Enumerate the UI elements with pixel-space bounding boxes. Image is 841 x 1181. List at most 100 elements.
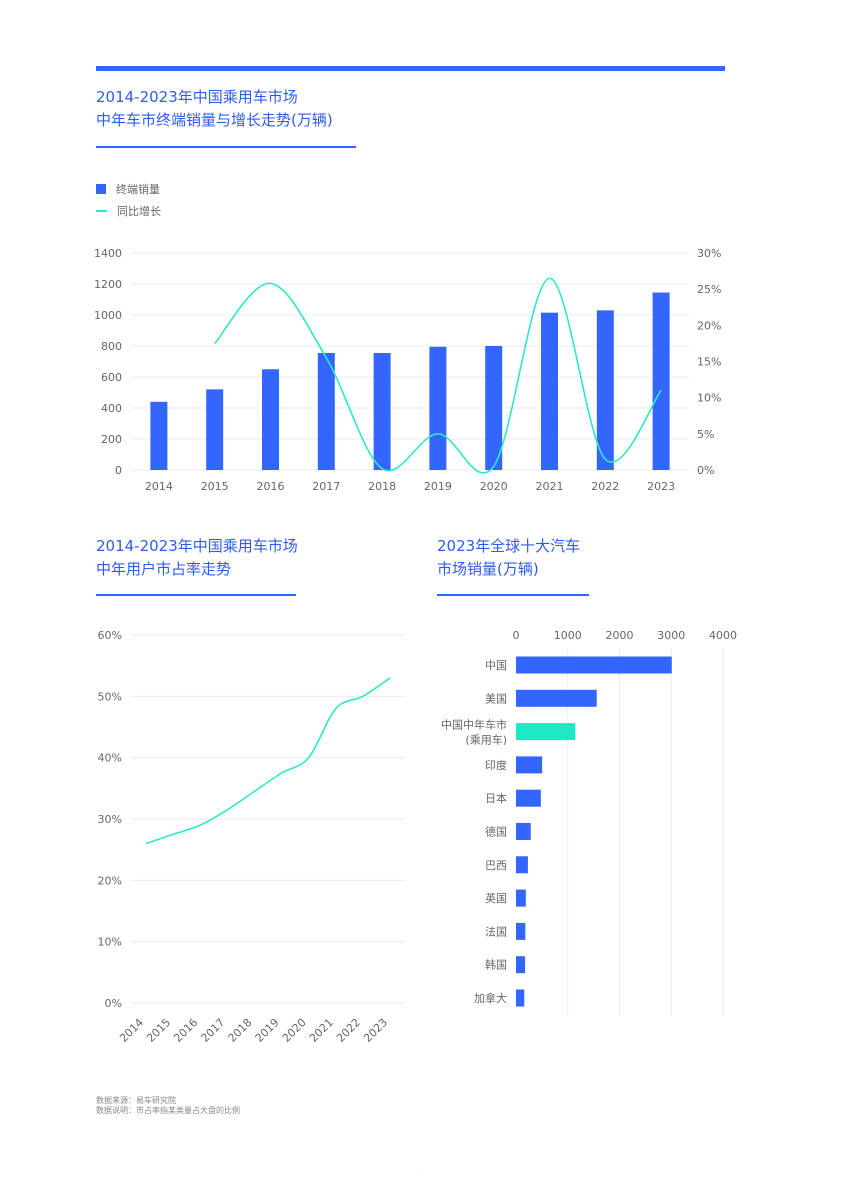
chart1-title: 2014-2023年中国乘用车市场 中年车市终端销量与增长走势(万辆) <box>96 86 333 132</box>
chart1-bar <box>652 292 670 470</box>
chart1-y2tick-label: 0% <box>697 464 714 477</box>
top-accent-bar <box>96 66 725 71</box>
chart1-xtick-label: 2019 <box>424 480 452 493</box>
chart3-bar <box>516 823 531 840</box>
legend-bar-swatch <box>96 184 106 194</box>
chart1-y2tick-label: 15% <box>697 356 721 369</box>
chart1-title-line1: 2014-2023年中国乘用车市场 <box>96 88 298 106</box>
chart3-xtick-label: 1000 <box>554 629 582 642</box>
chart1-legend: 终端销量 同比增长 <box>96 178 161 222</box>
chart2-ytick-label: 10% <box>98 936 122 949</box>
chart2-xtick-label: 2019 <box>253 1016 282 1045</box>
legend-label-growth: 同比增长 <box>117 205 161 218</box>
chart1-y2tick-label: 5% <box>697 428 714 441</box>
page-dot: · <box>419 1168 421 1175</box>
chart1-bar <box>596 310 614 470</box>
chart1-y2tick-label: 25% <box>697 283 721 296</box>
chart3-category-label: 德国 <box>485 825 507 839</box>
chart2-ytick-label: 40% <box>98 752 122 765</box>
chart1-bar <box>541 312 558 470</box>
chart3-bar <box>516 889 526 907</box>
chart2-title-underline <box>96 594 296 596</box>
chart1-ytick-label: 1200 <box>94 278 122 291</box>
chart3-category-label: 英国 <box>485 891 507 905</box>
chart3-bar <box>516 723 576 741</box>
chart3-bar <box>516 989 525 1007</box>
chart3-xtick-label: 2000 <box>606 629 634 642</box>
chart3-bar <box>516 689 597 707</box>
chart1-xtick-label: 2016 <box>257 480 285 493</box>
chart1-bar <box>150 401 168 470</box>
chart1-ytick-label: 0 <box>115 464 122 477</box>
chart3-category-label: 巴西 <box>485 859 507 872</box>
chart1-xtick-label: 2022 <box>591 480 619 493</box>
chart3-category-label: 中国中年车市 <box>441 718 507 732</box>
chart2-ytick-label: 30% <box>98 813 122 826</box>
chart3-category-label: 韩国 <box>485 958 507 972</box>
chart3-title-line1: 2023年全球十大汽车 <box>437 537 581 555</box>
chart1-ytick-label: 200 <box>101 433 122 446</box>
chart3-category-label: 日本 <box>485 791 507 805</box>
chart1-xtick-label: 2014 <box>145 480 173 493</box>
chart3-category-label: 美国 <box>485 692 507 705</box>
chart1-bar <box>206 389 224 470</box>
chart3-title-line2: 市场销量(万辆) <box>437 560 539 578</box>
chart1-bar <box>317 352 335 470</box>
chart3-category-label: 法国 <box>485 924 507 938</box>
chart3-title: 2023年全球十大汽车 市场销量(万辆) <box>437 535 580 581</box>
chart3-bar <box>516 922 526 940</box>
chart1-xtick-label: 2023 <box>647 480 675 493</box>
chart2-xtick-label: 2014 <box>117 1016 146 1045</box>
chart3-category-label: 印度 <box>485 758 507 772</box>
chart2-ytick-label: 0% <box>105 997 122 1010</box>
chart1-xtick-label: 2020 <box>480 480 508 493</box>
chart1-ytick-label: 400 <box>101 402 122 415</box>
chart1-bar <box>429 346 447 470</box>
footer-notes: 数据来源：易车研究院 数据说明：市占率指某类量占大盘的比例 <box>96 1096 240 1116</box>
chart2-share-line <box>145 677 391 845</box>
chart1-y2tick-label: 30% <box>697 247 721 260</box>
legend-item-sales: 终端销量 <box>96 178 161 200</box>
footer-note: 数据说明：市占率指某类量占大盘的比例 <box>96 1106 240 1115</box>
chart2-title-line1: 2014-2023年中国乘用车市场 <box>96 537 298 555</box>
chart1-ytick-label: 1000 <box>94 309 122 322</box>
chart3-bar <box>516 789 541 807</box>
chart3-category-label: (乘用车) <box>465 733 507 747</box>
chart2-xtick-label: 2018 <box>226 1016 255 1045</box>
chart2-title-line2: 中年用户市占率走势 <box>96 560 232 578</box>
chart3-category-label: 加拿大 <box>474 991 507 1005</box>
chart1-title-underline <box>96 146 356 148</box>
chart3-bar <box>516 856 528 874</box>
chart2-xtick-label: 2015 <box>144 1016 173 1045</box>
chart3-bar <box>516 956 526 974</box>
chart1-ytick-label: 800 <box>101 340 122 353</box>
chart1-xtick-label: 2017 <box>312 480 340 493</box>
chart1-ytick-label: 600 <box>101 371 122 384</box>
chart1-bar <box>373 352 391 470</box>
chart1-growth-line <box>214 277 662 474</box>
chart1-xtick-label: 2015 <box>201 480 229 493</box>
chart2-xtick-label: 2020 <box>280 1016 309 1045</box>
chart2-xtick-label: 2022 <box>334 1016 363 1045</box>
chart2-ytick-label: 20% <box>98 874 122 887</box>
chart1-xtick-label: 2021 <box>536 480 564 493</box>
chart3-xtick-label: 3000 <box>657 629 685 642</box>
legend-item-growth: 同比增长 <box>96 200 161 222</box>
chart3-xtick-label: 4000 <box>709 629 737 642</box>
chart1-title-line2: 中年车市终端销量与增长走势(万辆) <box>96 111 333 129</box>
chart3-title-underline <box>437 594 589 596</box>
chart1-bar <box>262 369 279 470</box>
chart2-xtick-label: 2023 <box>361 1016 390 1045</box>
chart1-ytick-label: 1400 <box>94 247 122 260</box>
chart3-category-label: 中国 <box>485 659 507 672</box>
chart3-bar <box>516 756 543 774</box>
chart1-xtick-label: 2018 <box>368 480 396 493</box>
footer-source: 数据来源：易车研究院 <box>96 1096 176 1105</box>
chart2-ytick-label: 60% <box>98 629 122 642</box>
legend-label-sales: 终端销量 <box>116 183 160 196</box>
chart2-xtick-label: 2016 <box>171 1016 200 1045</box>
chart2-xtick-label: 2021 <box>307 1016 336 1045</box>
chart1-y2tick-label: 20% <box>697 319 721 332</box>
chart1-bar <box>485 346 503 470</box>
